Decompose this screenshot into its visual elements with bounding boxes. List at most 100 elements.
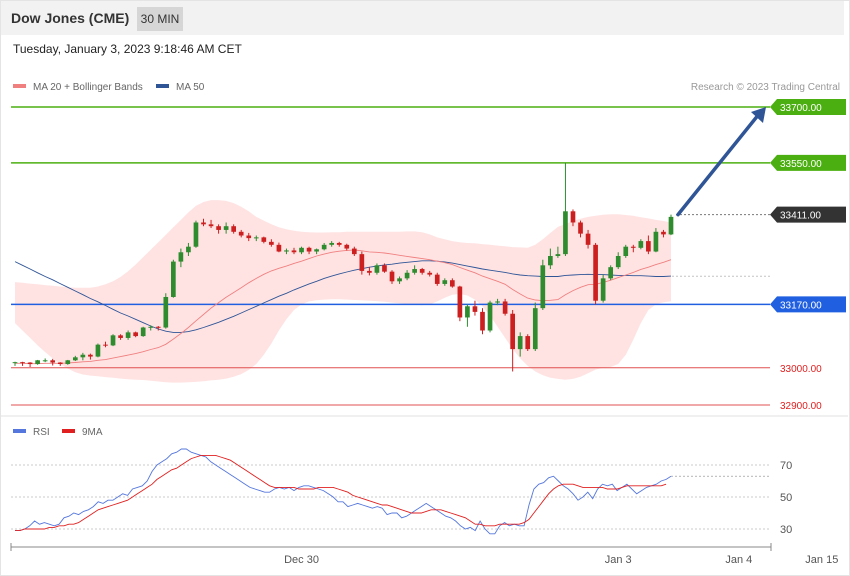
candle-body	[231, 226, 237, 232]
candle-body	[367, 270, 372, 273]
candle-body	[171, 261, 176, 297]
candle-body	[472, 306, 478, 312]
candle-body	[35, 360, 40, 365]
timeframe-badge[interactable]: 30 MIN	[137, 7, 183, 31]
candle-body	[668, 216, 674, 235]
candle-body	[630, 246, 636, 248]
level-label-33700: 33700.00	[780, 103, 822, 114]
candle-body	[532, 308, 538, 350]
candle-body	[419, 269, 425, 273]
rsi-tick-label: 70	[780, 460, 792, 472]
level-tag-33550	[770, 154, 846, 171]
candle-body	[502, 301, 508, 314]
candle-body	[578, 222, 583, 234]
candle-body	[163, 296, 169, 328]
instrument-title: Dow Jones (CME)	[11, 10, 130, 26]
candle-body	[193, 222, 199, 247]
candle-body	[148, 326, 154, 328]
candle-body	[65, 360, 71, 365]
candle-body	[306, 247, 312, 252]
candle-body	[359, 254, 365, 271]
rsi-ma-line	[15, 454, 667, 532]
candle-body	[269, 241, 274, 245]
candle-body	[261, 237, 267, 242]
candle-body	[291, 250, 297, 253]
candle-body	[593, 244, 598, 301]
candle-body	[178, 252, 184, 262]
candle-body	[253, 237, 259, 239]
candle-body	[155, 326, 161, 328]
candle-body	[585, 233, 591, 245]
ma20-line	[15, 249, 672, 365]
projection-arrow-shaft	[676, 114, 759, 217]
candle-body	[276, 244, 282, 252]
candle-body	[223, 226, 229, 230]
candle-body	[397, 278, 402, 282]
x-tick-label: Jan 15	[805, 554, 838, 566]
x-tick-label: Jan 4	[725, 554, 752, 566]
candle-body	[442, 280, 448, 284]
candle-body	[329, 242, 335, 245]
candle-body	[570, 211, 576, 223]
candle-body	[20, 362, 25, 364]
legend-swatch-9ma	[62, 429, 75, 433]
candle-body	[480, 311, 485, 331]
current-price-tag	[770, 206, 846, 223]
candle-body	[284, 250, 289, 252]
candle-body	[95, 344, 101, 357]
candle-body	[72, 357, 78, 361]
legend-swatch-rsi	[13, 429, 26, 433]
candle-body	[389, 271, 395, 282]
candle-body	[201, 222, 206, 225]
legend-swatch-ma50	[156, 84, 169, 88]
rsi-tick-label: 50	[780, 492, 792, 504]
candle-body	[487, 302, 493, 331]
candle-body	[434, 274, 440, 284]
candle-body	[57, 362, 63, 365]
legend-label-ma50: MA 50	[176, 82, 205, 93]
candle-body	[125, 332, 131, 338]
legend-swatch-ma20	[13, 84, 26, 88]
timestamp: Tuesday, January 3, 2023 9:18:46 AM CET	[13, 42, 242, 56]
candle-body	[88, 354, 93, 357]
candle-body	[661, 231, 666, 235]
candle-body	[615, 256, 621, 268]
legend-label-ma20: MA 20 + Bollinger Bands	[33, 82, 143, 93]
candle-body	[336, 242, 342, 245]
candle-body	[404, 272, 410, 279]
candle-body	[12, 362, 18, 364]
candle-body	[412, 269, 417, 273]
candle-body	[517, 336, 523, 350]
candle-body	[653, 231, 659, 252]
candle-body	[246, 235, 252, 239]
candle-body	[374, 265, 380, 273]
candle-body	[525, 336, 531, 350]
candle-body	[427, 272, 433, 275]
candle-body	[563, 211, 568, 255]
candle-body	[600, 278, 606, 301]
candle-body	[449, 280, 455, 287]
bollinger-band	[15, 200, 671, 383]
level-label-33170: 33170.00	[780, 300, 822, 311]
candle-body	[457, 286, 463, 318]
candle-body	[42, 360, 48, 362]
candle-body	[465, 306, 470, 318]
x-tick-label: Dec 30	[284, 554, 319, 566]
level-tag-33170	[770, 296, 846, 313]
candle-body	[321, 244, 327, 250]
projection-arrow-head	[751, 107, 766, 123]
candle-body	[638, 241, 644, 248]
candle-body	[27, 362, 33, 365]
candle-body	[133, 332, 138, 337]
legend-label-9ma: 9MA	[82, 427, 103, 438]
candle-body	[314, 249, 319, 252]
candle-body	[344, 244, 350, 249]
x-tick-label: Jan 3	[605, 554, 632, 566]
candle-body	[103, 344, 108, 346]
candle-body	[510, 313, 515, 350]
candle-body	[351, 248, 357, 255]
candle-body	[216, 226, 221, 230]
candle-body	[118, 335, 123, 338]
candle-body	[238, 231, 244, 236]
